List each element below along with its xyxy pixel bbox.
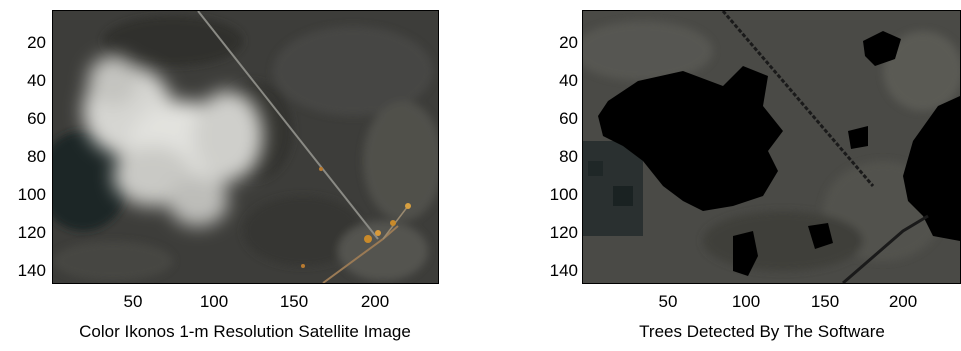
y-tick-label: 20 (27, 33, 46, 52)
x-tick-label: 200 (888, 292, 918, 311)
tree-detection-graphic (583, 11, 960, 283)
figure-caption: Trees Detected By The Software (639, 322, 885, 341)
y-tick-label: 20 (559, 33, 578, 52)
y-tick-label: 80 (27, 147, 46, 166)
satellite-figure: 20 40 60 80 100 120 140 50 100 150 200 C… (0, 0, 480, 351)
y-tick-label: 60 (27, 109, 46, 128)
y-tick-label: 40 (27, 71, 46, 90)
y-tick-label: 80 (559, 147, 578, 166)
y-tick-label: 140 (549, 261, 578, 280)
figure-caption: Color Ikonos 1-m Resolution Satellite Im… (79, 322, 411, 341)
x-tick-label: 150 (810, 292, 840, 311)
x-tick-label: 200 (360, 292, 390, 311)
tree-detection-image (582, 10, 961, 284)
y-tick-label: 40 (559, 71, 578, 90)
x-tick-label: 150 (279, 292, 309, 311)
y-tick-label: 60 (559, 109, 578, 128)
y-tick-label: 100 (17, 185, 46, 204)
y-tick-label: 120 (17, 223, 46, 242)
y-tick-label: 140 (17, 261, 46, 280)
x-tick-label: 50 (658, 292, 678, 311)
satellite-image-graphic (53, 11, 438, 283)
y-tick-label: 120 (549, 223, 578, 242)
y-tick-label: 100 (549, 185, 578, 204)
trees-figure: 20 40 60 80 100 120 140 50 100 150 200 T… (482, 0, 961, 351)
satellite-image (52, 10, 439, 284)
x-tick-label: 100 (199, 292, 229, 311)
x-tick-label: 50 (123, 292, 143, 311)
x-tick-label: 100 (731, 292, 761, 311)
